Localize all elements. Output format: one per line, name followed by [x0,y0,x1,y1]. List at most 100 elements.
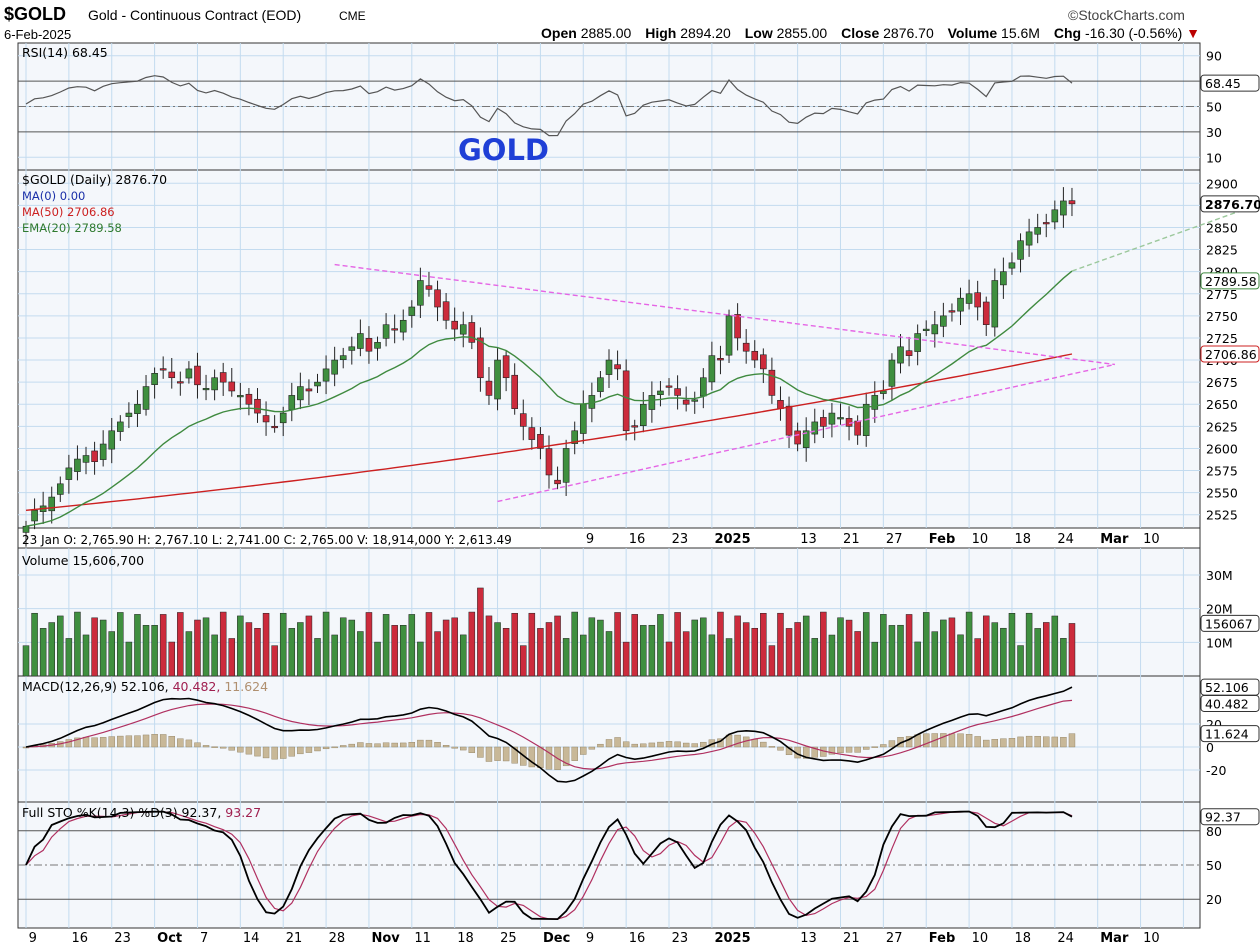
macd-hist-bar [983,739,990,748]
volume-bar [485,615,493,677]
macd-hist-bar [434,742,441,748]
rsi-tick-label: 90 [1206,49,1222,64]
volume-bar [451,617,458,677]
volume-bar [108,631,115,677]
candle-body [168,371,176,379]
macd-hist-bar [400,742,407,748]
volume-bar [700,617,707,677]
macd-hist-bar [905,736,913,748]
volume-bar [965,611,973,677]
ma50-label: MA(50) 2706.86 [22,205,115,219]
volume-bar [1043,622,1050,677]
macd-hist-bar [288,746,295,757]
rsi-tick-label: 50 [1206,100,1222,115]
macd-hist-bar [648,742,656,748]
volume-label: Volume [947,25,998,41]
volume-bar [1000,627,1007,677]
candle-body [459,324,467,335]
volume-bar [31,612,38,677]
volume-bar [74,611,81,677]
volume-bar [631,614,638,677]
macd-hist-bar [82,736,90,748]
volume-bar [297,622,304,677]
volume-bar [871,641,879,677]
macd-hist-bar [271,746,278,760]
macd-hist-bar [468,746,476,753]
macd-hist-bar [297,746,304,755]
volume-bar [794,622,801,677]
macd-hist-bar [237,746,244,753]
macd-tick-label: 0 [1206,740,1214,755]
macd-label-a: MACD(12,26,9) 52.106, [22,679,169,694]
volume-bar [151,625,158,677]
candle-body [408,306,416,316]
macd-hist-bar [194,742,201,748]
volume-bar [254,628,261,677]
ohlc-summary: Open 2885.00 High 2894.20 Low 2855.00 Cl… [541,25,1200,41]
close-label: Close [841,25,880,41]
price-tick-label: 2725 [1206,331,1238,346]
sto-tick-label: 20 [1206,892,1222,907]
macd-hist-bar [391,742,398,748]
price-x-tick-label: Feb [929,532,955,547]
volume-bar [382,614,390,677]
volume-bar [202,617,210,677]
price-x-tick-label: 18 [1015,532,1032,547]
price-tick-label: 2900 [1206,176,1238,191]
macd-hist-bar [425,739,433,748]
x-tick-label: Dec [543,931,570,945]
x-tick-label: Feb [929,931,955,945]
sto-tick-label: 80 [1206,824,1222,839]
macd-hist-bar [228,746,235,751]
sto-tag: 92.37 [1205,810,1241,825]
candle-body [159,368,167,371]
macd-hist-bar [622,741,630,748]
price-tick-label: 2775 [1206,287,1238,302]
candle-body [922,328,930,331]
candle-body [399,319,407,333]
macd-hist-bar [1025,735,1033,748]
candle-body [348,346,356,351]
chart-date: 6-Feb-2025 [4,27,72,42]
brand-watermark[interactable]: ©StockCharts.com [1068,7,1185,23]
candle-body [151,373,158,385]
volume-bar [640,625,647,677]
candle-body [279,412,287,424]
volume-value: 15.6M [1001,25,1040,41]
x-tick-label: 9 [29,931,37,945]
candle-body [974,292,981,308]
symbol: $GOLD [4,4,67,24]
macd-hist-bar [322,746,330,750]
macd-hist-bar [948,733,956,748]
candle-body [1060,200,1067,216]
x-tick-label: 14 [243,931,260,945]
macd-hist-bar [65,739,73,748]
volume-bar [820,611,827,677]
candle-body [1000,271,1007,286]
volume-bar [854,631,861,677]
candle-body [725,315,733,356]
x-tick-label: 11 [414,931,431,945]
x-tick-label: 16 [629,931,646,945]
price-x-tick-label: 27 [886,532,903,547]
candle-body [117,421,124,432]
volume-bar [1060,638,1067,677]
candle-body [940,315,947,327]
volume-bar [211,634,218,677]
volume-bar [442,619,450,677]
candle-body [802,430,810,448]
macd-hist-bar [845,746,853,753]
macd-hist-bar [382,742,390,748]
volume-bar [48,622,55,677]
volume-bar [417,641,424,677]
candle-body [502,355,510,379]
price-x-tick-label: 21 [843,532,860,547]
macd-hist-tag: 11.624 [1205,727,1249,742]
volume-bar [365,612,373,677]
macd-hist-bar [305,746,313,753]
rsi-tick-label: 10 [1206,150,1222,165]
macd-hist-bar [202,745,210,748]
candle-body [108,430,116,450]
volume-bar [682,631,690,677]
x-tick-label: 18 [457,931,474,945]
